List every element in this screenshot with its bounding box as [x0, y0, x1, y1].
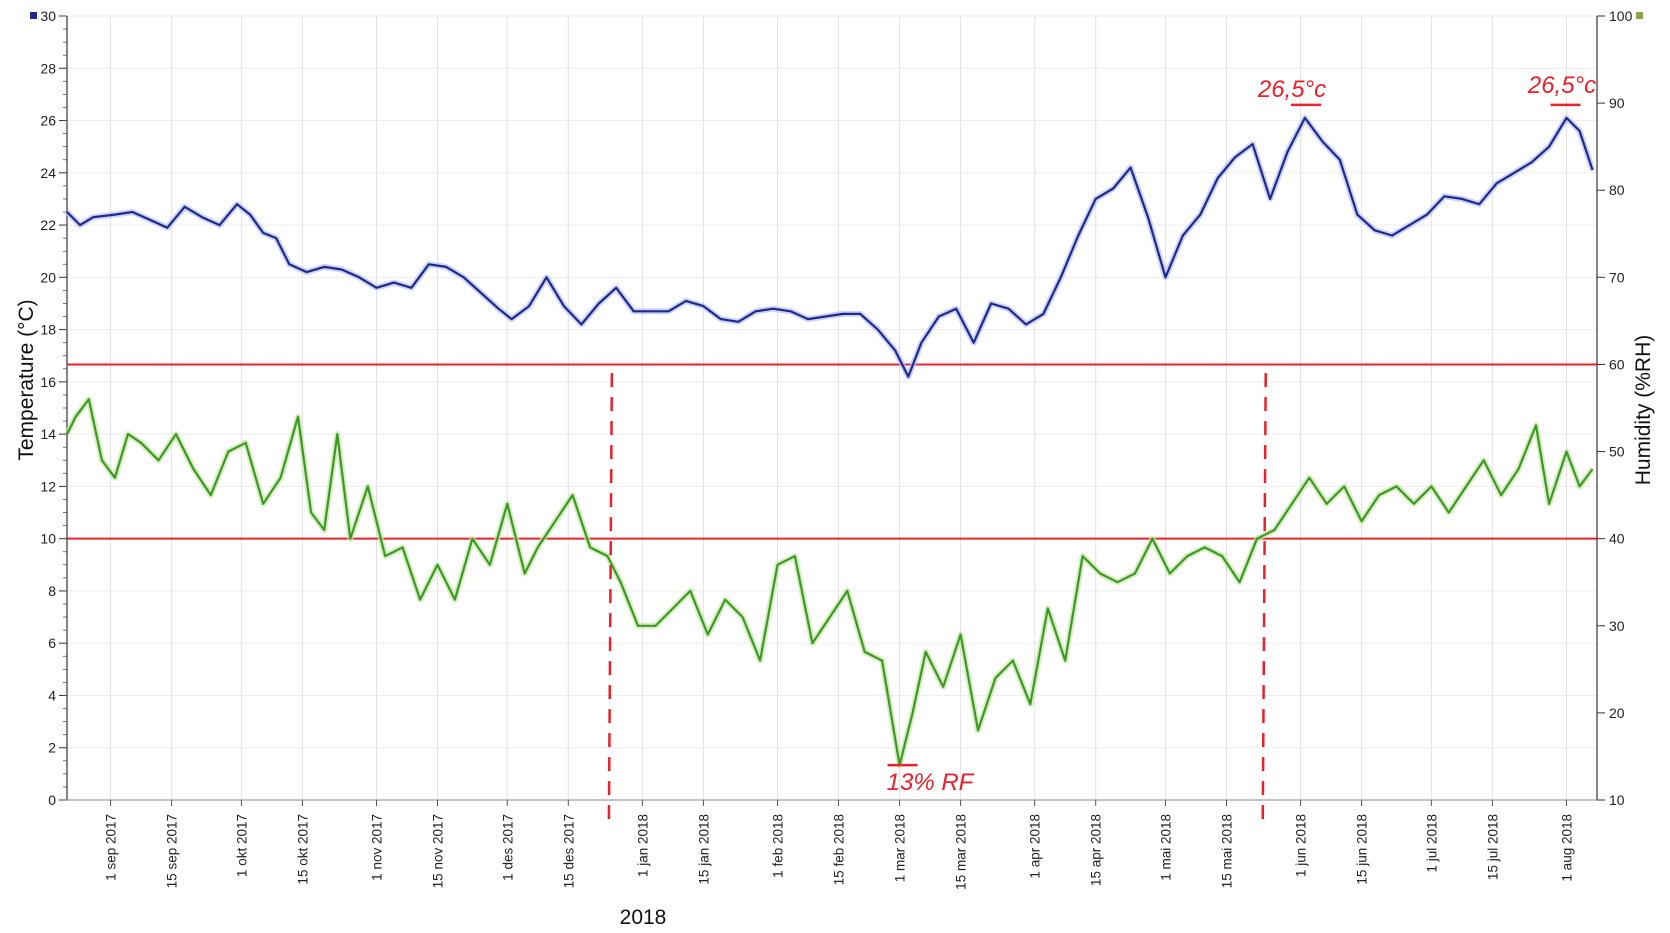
- hand-marks: [607, 103, 1581, 825]
- annotation-humidity-min: 13% RF: [887, 769, 975, 796]
- temperature-series-line: [66, 116, 1594, 378]
- y-axis-label-left: Temperature (°C): [15, 299, 38, 460]
- left-tick-label: 24: [40, 165, 56, 181]
- reference-lines: [67, 363, 1597, 540]
- left-tick-label: 8: [48, 583, 56, 599]
- right-axis-ticks: 10 20 30 40 50 60 70 80 90 100: [1597, 8, 1633, 808]
- x-tick-label: 1 jun 2018: [1294, 814, 1309, 877]
- x-tick-label: 1 jul 2018: [1424, 814, 1439, 873]
- x-tick-label: 15 feb 2018: [832, 814, 847, 885]
- annotation-peak-jun: 26,5°c: [1257, 76, 1326, 103]
- left-tick-label: 20: [40, 269, 56, 285]
- humidity-legend-square: [1636, 12, 1643, 19]
- x-tick-label: 15 nov 2017: [431, 814, 446, 888]
- x-tick-label: 1 des 2017: [500, 814, 515, 881]
- x-tick-label: 1 nov 2017: [369, 814, 384, 881]
- left-tick-label: 28: [40, 60, 56, 76]
- right-tick-label: 20: [1609, 705, 1625, 721]
- right-tick-label: 50: [1609, 444, 1625, 460]
- series-layer: [64, 114, 1596, 769]
- left-tick-label: 2: [48, 740, 56, 756]
- marker-dashed-line: [1261, 373, 1267, 825]
- left-tick-label: 4: [48, 687, 56, 703]
- x-tick-label: 15 apr 2018: [1089, 814, 1104, 886]
- x-tick-label: 15 mai 2018: [1219, 814, 1234, 888]
- x-tick-label: 1 okt 2017: [234, 814, 249, 877]
- x-tick-label: 1 aug 2018: [1559, 814, 1574, 882]
- left-tick-label: 26: [40, 113, 56, 129]
- x-axis-ticks: 1 sep 2017 15 sep 2017 1 okt 2017 15 okt 20…: [104, 800, 1574, 890]
- left-tick-label: 6: [48, 635, 56, 651]
- x-tick-label: 15 mar 2018: [954, 814, 969, 890]
- x-tick-label: 1 feb 2018: [771, 814, 786, 878]
- left-tick-label: 30: [40, 8, 56, 24]
- left-tick-label: 0: [48, 792, 56, 808]
- right-tick-label: 30: [1609, 618, 1625, 634]
- right-tick-label: 70: [1609, 269, 1625, 285]
- left-tick-label: 10: [40, 531, 56, 547]
- right-tick-label: 100: [1609, 8, 1633, 24]
- humidity-series-line: [66, 398, 1594, 767]
- x-tick-label: 15 des 2017: [561, 814, 576, 888]
- left-tick-label: 12: [40, 478, 56, 494]
- x-tick-label: 15 jan 2018: [696, 814, 711, 885]
- x-tick-label: 1 jan 2018: [635, 814, 650, 877]
- right-tick-label: 10: [1609, 792, 1625, 808]
- x-tick-label: 1 apr 2018: [1028, 814, 1043, 879]
- x-tick-label: 15 okt 2017: [295, 814, 310, 885]
- right-tick-label: 80: [1609, 182, 1625, 198]
- marker-dashed-line: [607, 373, 614, 825]
- y-axis-label-right: Humidity (%RH): [1632, 335, 1655, 486]
- annotation-peak-aug: 26,5°c: [1527, 72, 1596, 99]
- x-tick-label: 1 sep 2017: [104, 814, 119, 881]
- x-tick-label: 15 jun 2018: [1355, 814, 1370, 885]
- x-tick-label: 1 mar 2018: [893, 814, 908, 882]
- right-tick-label: 40: [1609, 531, 1625, 547]
- left-tick-label: 18: [40, 322, 56, 338]
- left-tick-label: 16: [40, 374, 56, 390]
- right-tick-label: 60: [1609, 356, 1625, 372]
- x-tick-label: 15 sep 2017: [165, 814, 180, 888]
- x-tick-label: 1 mai 2018: [1158, 814, 1173, 881]
- right-tick-label: 90: [1609, 95, 1625, 111]
- grid-lines: [67, 15, 1597, 801]
- left-tick-label: 22: [40, 217, 56, 233]
- left-tick-label: 14: [40, 426, 56, 442]
- year-label: 2018: [620, 906, 667, 929]
- temperature-legend-square: [30, 12, 37, 19]
- x-tick-label: 15 jul 2018: [1485, 814, 1500, 880]
